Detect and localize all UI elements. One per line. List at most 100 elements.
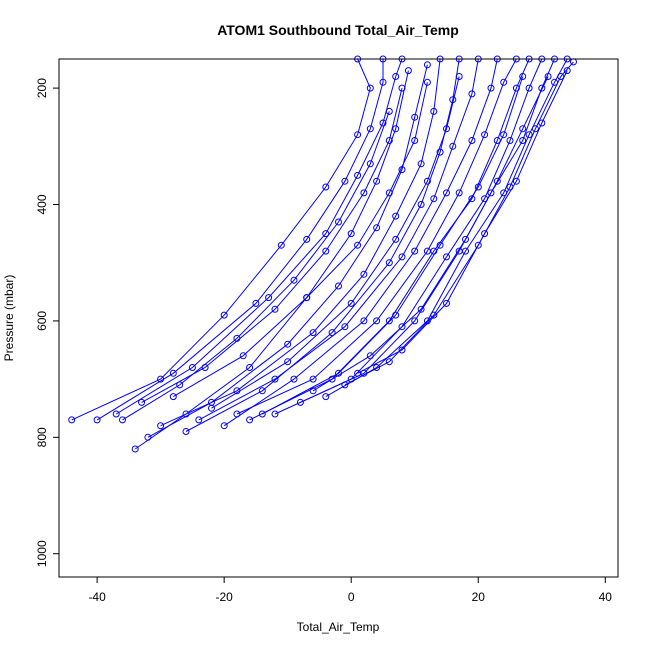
data-point (258, 410, 266, 418)
data-point (328, 375, 336, 383)
y-tick-label: 600 (35, 311, 49, 331)
series-11 (271, 55, 546, 418)
data-point (493, 137, 501, 144)
series-1 (93, 55, 387, 424)
data-point (417, 160, 425, 168)
series-line (344, 61, 574, 386)
data-point (366, 84, 374, 92)
data-point (290, 276, 298, 284)
data-point (322, 247, 330, 255)
data-point (220, 311, 228, 319)
data-point (392, 212, 400, 220)
data-point (443, 253, 450, 261)
series-14 (341, 58, 577, 389)
data-point (398, 84, 406, 92)
data-point (462, 247, 469, 255)
data-point (481, 230, 489, 238)
series-line (325, 58, 568, 398)
y-tick-label: 1000 (35, 540, 49, 567)
data-point (519, 125, 527, 133)
data-point (347, 299, 355, 307)
data-point (360, 270, 368, 278)
series-line (236, 58, 517, 415)
data-point (233, 410, 241, 418)
series-line (274, 58, 543, 415)
series-line (249, 58, 530, 421)
data-point (360, 189, 368, 197)
data-point (430, 195, 438, 203)
data-point (373, 317, 381, 325)
y-tick-label: 400 (35, 194, 49, 214)
plot-frame (58, 58, 619, 578)
data-point (208, 404, 215, 412)
series-line (134, 70, 409, 450)
series-line (211, 76, 460, 409)
data-point (284, 358, 292, 366)
data-point (271, 375, 279, 383)
data-point (430, 107, 438, 115)
data-point (341, 323, 349, 331)
data-point (385, 259, 393, 267)
data-point (468, 195, 476, 203)
data-point (411, 317, 419, 325)
data-point (258, 387, 266, 395)
series-19 (258, 73, 527, 418)
series-line (115, 58, 403, 415)
data-point (538, 119, 546, 127)
data-point (385, 137, 393, 144)
data-point (284, 340, 292, 348)
data-point (373, 224, 381, 232)
data-point (474, 241, 482, 249)
data-point (119, 416, 126, 424)
data-point (538, 84, 546, 92)
data-point (474, 183, 482, 191)
series-line (173, 82, 428, 398)
series-2 (112, 55, 406, 418)
data-point (157, 422, 165, 430)
data-point (411, 137, 419, 144)
y-axis-label: Pressure (mbar) (2, 275, 16, 362)
data-point (506, 137, 514, 144)
data-point (487, 189, 495, 197)
series-4 (144, 61, 431, 441)
series-17 (169, 78, 431, 401)
data-point (468, 90, 476, 98)
data-point (519, 73, 527, 80)
x-tick-label: 20 (472, 590, 486, 604)
data-point (443, 299, 450, 307)
y-axis: 200 400 600 800 1000 (35, 78, 60, 567)
data-point (290, 375, 298, 383)
data-point (385, 189, 393, 197)
data-point (493, 177, 501, 185)
data-point (354, 171, 362, 179)
data-point (169, 393, 177, 401)
data-point (481, 131, 489, 139)
series-6 (182, 55, 463, 435)
data-point (309, 375, 317, 383)
data-point (322, 393, 330, 401)
series-line (71, 58, 371, 421)
data-point (322, 230, 330, 238)
data-point (328, 329, 336, 337)
data-point (271, 410, 279, 418)
data-point (443, 189, 450, 197)
data-point (398, 323, 406, 331)
data-point (68, 416, 76, 424)
data-point (195, 416, 203, 424)
data-point (271, 305, 279, 313)
data-point (366, 125, 374, 133)
data-point (277, 241, 285, 249)
data-point (379, 78, 387, 86)
series-21 (309, 73, 552, 395)
data-point (360, 317, 368, 325)
series-line (357, 70, 568, 374)
data-point (131, 445, 139, 453)
x-axis: -40 -20 0 20 40 (88, 576, 612, 604)
data-point (246, 416, 254, 424)
data-point (525, 131, 533, 139)
data-point (398, 346, 406, 354)
data-point (144, 433, 152, 441)
series-line (96, 59, 384, 421)
data-point (182, 428, 190, 435)
data-point (354, 131, 362, 139)
